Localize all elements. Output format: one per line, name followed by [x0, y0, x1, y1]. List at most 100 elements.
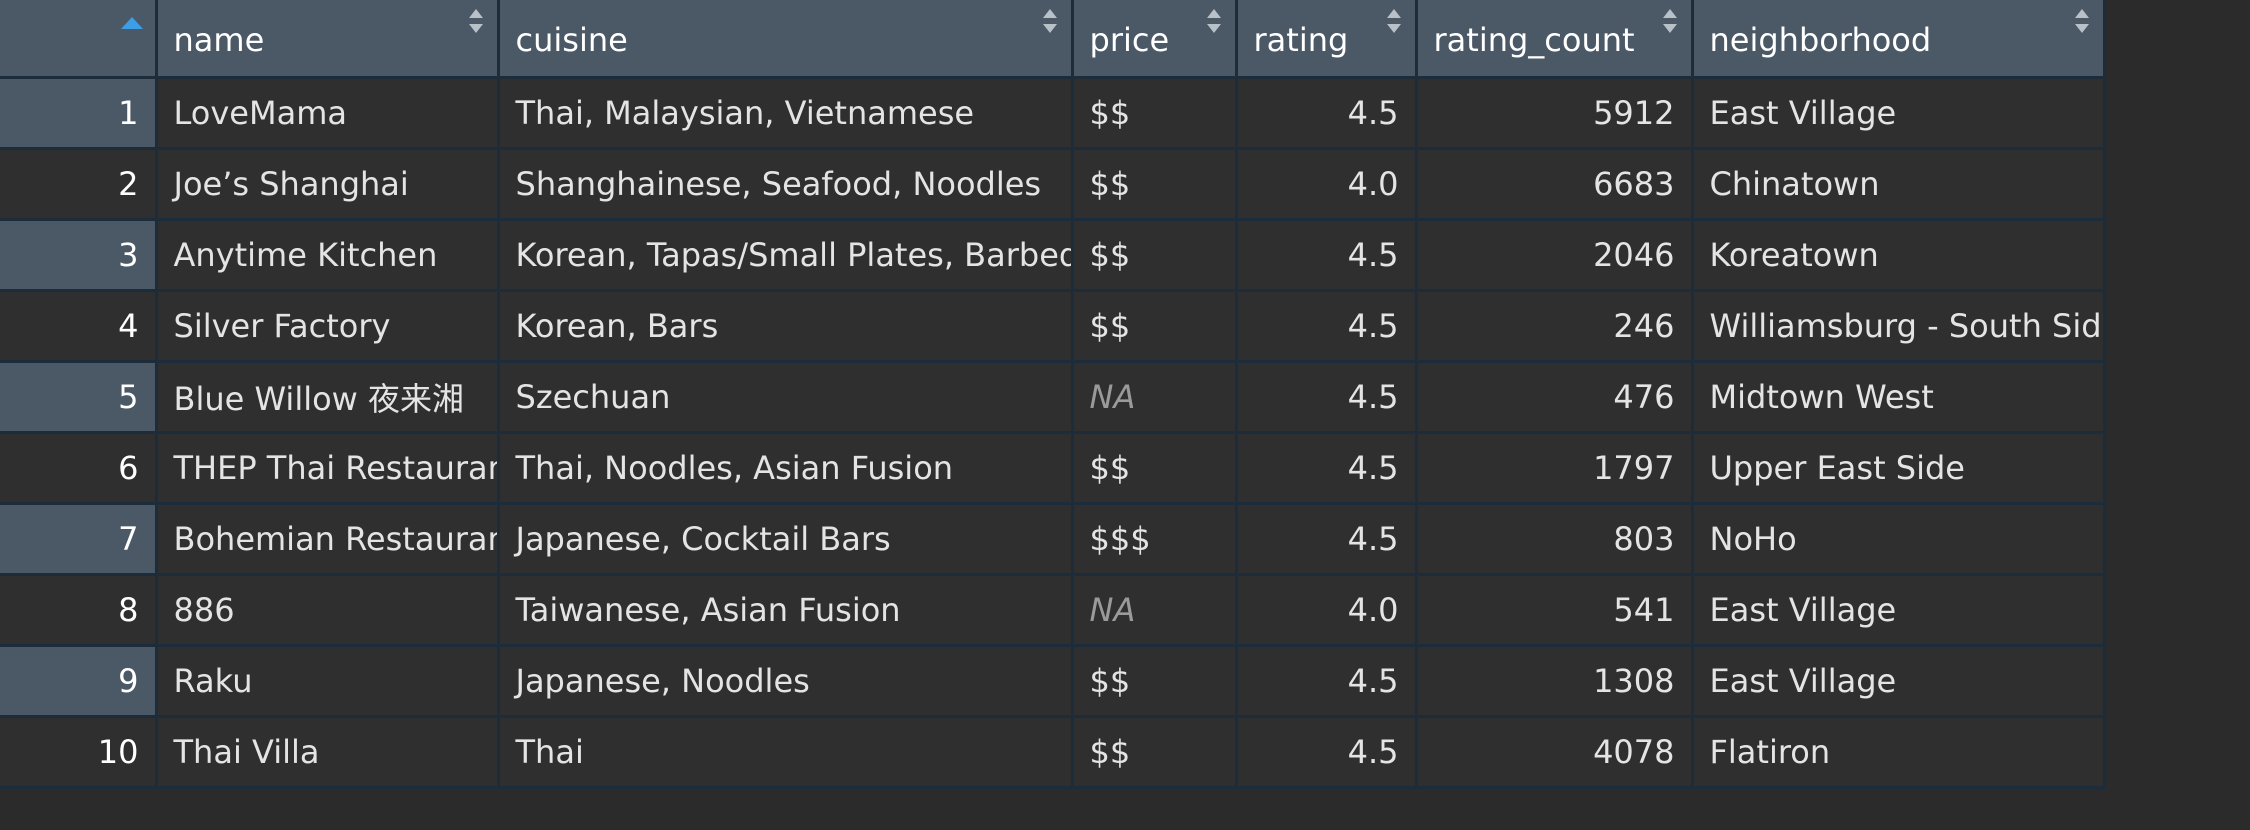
- cell-name: 886: [156, 574, 500, 647]
- cell-neighborhood: East Village: [1692, 77, 2106, 150]
- column-header-label: name: [173, 20, 265, 59]
- cell-price: $$: [1072, 148, 1238, 221]
- row-number: 4: [0, 290, 158, 363]
- cell-cuisine: Thai, Malaysian, Vietnamese: [498, 77, 1074, 150]
- row-number: 10: [0, 716, 158, 789]
- table-row[interactable]: 6 THEP Thai Restaurant Thai, Noodles, Asia…: [0, 432, 2106, 505]
- cell-rating-count: 5912: [1416, 77, 1694, 150]
- cell-neighborhood: Flatiron: [1692, 716, 2106, 789]
- cell-neighborhood: East Village: [1692, 574, 2106, 647]
- cell-rating: 4.0: [1236, 148, 1418, 221]
- cell-neighborhood: Midtown West: [1692, 361, 2106, 434]
- row-number-header[interactable]: [0, 0, 158, 79]
- cell-name: Bohemian Restaurant: [156, 503, 500, 576]
- cell-price: NA: [1072, 361, 1238, 434]
- cell-name: Blue Willow 夜来湘: [156, 361, 500, 434]
- row-number: 8: [0, 574, 158, 647]
- cell-rating-count: 1797: [1416, 432, 1694, 505]
- cell-rating: 4.5: [1236, 77, 1418, 150]
- table-row[interactable]: 10 Thai Villa Thai $$ 4.5 4078 Flatiron: [0, 716, 2106, 789]
- cell-rating: 4.5: [1236, 290, 1418, 363]
- cell-name: THEP Thai Restaurant: [156, 432, 500, 505]
- cell-rating-count: 803: [1416, 503, 1694, 576]
- table-row[interactable]: 9 Raku Japanese, Noodles $$ 4.5 1308 East Vill…: [0, 645, 2106, 718]
- cell-price: $$: [1072, 290, 1238, 363]
- column-header-rating[interactable]: rating: [1236, 0, 1418, 79]
- row-number: 5: [0, 361, 158, 434]
- cell-neighborhood: East Village: [1692, 645, 2106, 718]
- cell-rating-count: 246: [1416, 290, 1694, 363]
- cell-rating: 4.0: [1236, 574, 1418, 647]
- data-table: name cuisine price rating rating_count: [0, 0, 2106, 789]
- cell-cuisine: Szechuan: [498, 361, 1074, 434]
- cell-price: $$: [1072, 716, 1238, 789]
- column-header-name[interactable]: name: [156, 0, 500, 79]
- column-header-cuisine[interactable]: cuisine: [498, 0, 1074, 79]
- cell-rating: 4.5: [1236, 361, 1418, 434]
- cell-rating: 4.5: [1236, 503, 1418, 576]
- cell-rating-count: 1308: [1416, 645, 1694, 718]
- cell-cuisine: Thai, Noodles, Asian Fusion: [498, 432, 1074, 505]
- row-number: 9: [0, 645, 158, 718]
- cell-price: $$: [1072, 77, 1238, 150]
- table-row[interactable]: 8 886 Taiwanese, Asian Fusion NA 4.0 541 East …: [0, 574, 2106, 647]
- row-number: 6: [0, 432, 158, 505]
- column-header-label: rating: [1253, 20, 1349, 59]
- cell-cuisine: Korean, Tapas/Small Plates, Barbeque: [498, 219, 1074, 292]
- header-row: name cuisine price rating rating_count: [0, 0, 2106, 79]
- cell-neighborhood: Williamsburg - South Side: [1692, 290, 2106, 363]
- cell-neighborhood: Chinatown: [1692, 148, 2106, 221]
- sort-arrows-icon[interactable]: [468, 9, 483, 35]
- column-header-rating-count[interactable]: rating_count: [1416, 0, 1694, 79]
- table-row[interactable]: 2 Joe’s Shanghai Shanghainese, Seafood, No…: [0, 148, 2106, 221]
- cell-cuisine: Taiwanese, Asian Fusion: [498, 574, 1074, 647]
- sort-arrows-icon[interactable]: [1662, 9, 1677, 35]
- table-row[interactable]: 1 LoveMama Thai, Malaysian, Vietnamese $$ 4.…: [0, 77, 2106, 150]
- cell-price: $$: [1072, 645, 1238, 718]
- cell-name: Anytime Kitchen: [156, 219, 500, 292]
- cell-cuisine: Japanese, Noodles: [498, 645, 1074, 718]
- sort-arrows-icon[interactable]: [1042, 9, 1057, 35]
- column-header-label: rating_count: [1433, 20, 1635, 59]
- sort-arrows-icon[interactable]: [1206, 9, 1221, 35]
- cell-rating-count: 476: [1416, 361, 1694, 434]
- column-header-label: price: [1089, 20, 1170, 59]
- column-header-label: neighborhood: [1709, 20, 1932, 59]
- cell-cuisine: Korean, Bars: [498, 290, 1074, 363]
- cell-price: $$: [1072, 432, 1238, 505]
- cell-rating-count: 541: [1416, 574, 1694, 647]
- cell-neighborhood: NoHo: [1692, 503, 2106, 576]
- cell-name: LoveMama: [156, 77, 500, 150]
- cell-cuisine: Shanghainese, Seafood, Noodles: [498, 148, 1074, 221]
- cell-name: Silver Factory: [156, 290, 500, 363]
- cell-rating: 4.5: [1236, 645, 1418, 718]
- cell-price: NA: [1072, 574, 1238, 647]
- cell-cuisine: Thai: [498, 716, 1074, 789]
- cell-cuisine: Japanese, Cocktail Bars: [498, 503, 1074, 576]
- table-row[interactable]: 4 Silver Factory Korean, Bars $$ 4.5 246 Willi…: [0, 290, 2106, 363]
- sort-arrows-icon[interactable]: [1386, 9, 1401, 35]
- cell-name: Joe’s Shanghai: [156, 148, 500, 221]
- column-header-price[interactable]: price: [1072, 0, 1238, 79]
- cell-rating: 4.5: [1236, 219, 1418, 292]
- sort-ascending-icon: [120, 17, 143, 29]
- table-row[interactable]: 5 Blue Willow 夜来湘 Szechuan NA 4.5 476 Midtown …: [0, 361, 2106, 434]
- column-header-neighborhood[interactable]: neighborhood: [1692, 0, 2106, 79]
- column-header-label: cuisine: [515, 20, 628, 59]
- table-row[interactable]: 7 Bohemian Restaurant Japanese, Cocktail B…: [0, 503, 2106, 576]
- table-row[interactable]: 3 Anytime Kitchen Korean, Tapas/Small Plat…: [0, 219, 2106, 292]
- cell-rating-count: 4078: [1416, 716, 1694, 789]
- cell-name: Thai Villa: [156, 716, 500, 789]
- table-body: 1 LoveMama Thai, Malaysian, Vietnamese $$ 4.…: [0, 77, 2106, 789]
- cell-name: Raku: [156, 645, 500, 718]
- cell-price: $$: [1072, 219, 1238, 292]
- cell-rating: 4.5: [1236, 432, 1418, 505]
- cell-neighborhood: Koreatown: [1692, 219, 2106, 292]
- row-number: 1: [0, 77, 158, 150]
- cell-price: $$$: [1072, 503, 1238, 576]
- cell-rating: 4.5: [1236, 716, 1418, 789]
- sort-arrows-icon[interactable]: [2074, 9, 2089, 35]
- cell-rating-count: 2046: [1416, 219, 1694, 292]
- cell-rating-count: 6683: [1416, 148, 1694, 221]
